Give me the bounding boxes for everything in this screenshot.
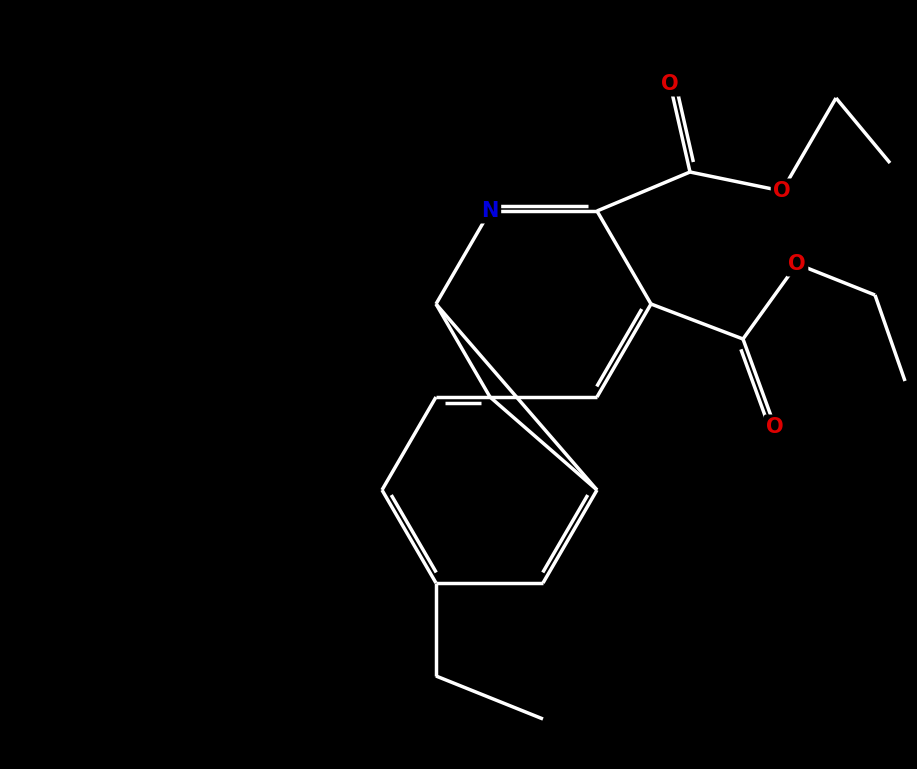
- Text: O: O: [773, 181, 790, 201]
- Text: O: O: [789, 254, 806, 274]
- Text: O: O: [767, 417, 784, 437]
- Text: N: N: [481, 201, 499, 221]
- Text: O: O: [661, 74, 679, 94]
